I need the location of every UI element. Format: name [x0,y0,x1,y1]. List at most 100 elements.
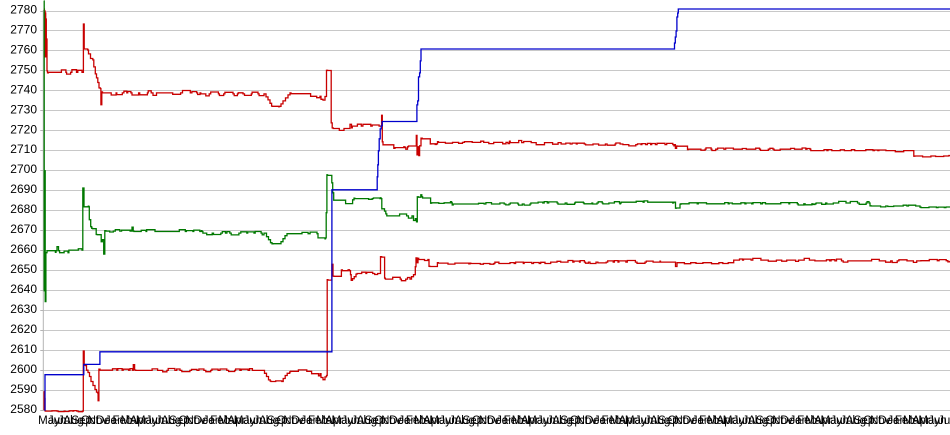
svg-text:Nov: Nov [88,415,109,427]
svg-text:Jan: Jan [594,415,613,427]
svg-text:May: May [38,415,60,427]
svg-text:Jun: Jun [928,415,947,427]
svg-text:Oct: Oct [570,415,589,427]
svg-text:Jul: Jul [156,415,171,427]
svg-text:Feb: Feb [797,415,817,427]
svg-text:Jun: Jun [733,415,752,427]
svg-text:Jan: Jan [692,415,711,427]
svg-text:Apr: Apr [325,415,343,427]
svg-text:Jun: Jun [48,415,67,427]
svg-text:Mar: Mar [218,415,238,427]
svg-text:Sep: Sep [756,415,776,427]
svg-text:2660: 2660 [10,242,37,256]
svg-text:Feb: Feb [406,415,426,427]
svg-text:Dec: Dec [389,415,410,427]
svg-text:Aug: Aug [552,415,572,427]
svg-text:May: May [723,415,745,427]
svg-text:Sep: Sep [854,415,874,427]
svg-text:Nov: Nov [479,415,500,427]
svg-text:Mar: Mar [512,415,532,427]
svg-text:Aug: Aug [161,415,181,427]
svg-text:Jul: Jul [254,415,269,427]
svg-text:Mar: Mar [121,415,141,427]
svg-text:Jan: Jan [496,415,515,427]
svg-text:May: May [625,415,647,427]
svg-text:2780: 2780 [10,2,37,16]
svg-text:Apr: Apr [130,415,148,427]
svg-text:Oct: Oct [863,415,882,427]
svg-text:Feb: Feb [112,415,132,427]
svg-text:Feb: Feb [601,415,621,427]
svg-text:Mar: Mar [414,415,434,427]
svg-text:Jun: Jun [439,415,458,427]
svg-text:Nov: Nov [185,415,206,427]
svg-text:Mar: Mar [610,415,630,427]
svg-text:Nov: Nov [381,415,402,427]
svg-text:Oct: Oct [179,415,198,427]
svg-text:Dec: Dec [585,415,606,427]
svg-text:2610: 2610 [10,342,37,356]
svg-text:2620: 2620 [10,322,37,336]
svg-text:Jul: Jul [645,415,660,427]
svg-text:Sep: Sep [267,415,287,427]
svg-text:Jul: Jul [547,415,562,427]
svg-text:May: May [136,415,158,427]
svg-text:Oct: Oct [765,415,784,427]
svg-text:Feb: Feb [504,415,524,427]
svg-text:Jun: Jun [244,415,263,427]
svg-text:Feb: Feb [699,415,719,427]
svg-text:Nov: Nov [772,415,793,427]
svg-text:Dec: Dec [878,415,899,427]
svg-text:Jul: Jul [840,415,855,427]
svg-text:Aug: Aug [63,415,83,427]
svg-text:Nov: Nov [674,415,695,427]
svg-text:2710: 2710 [10,142,37,156]
svg-text:Apr: Apr [521,415,539,427]
svg-text:Jan: Jan [105,415,124,427]
svg-text:Oct: Oct [81,415,100,427]
svg-text:Mar: Mar [707,415,727,427]
svg-text:Jan: Jan [301,415,320,427]
svg-text:Oct: Oct [276,415,295,427]
svg-text:Mar: Mar [805,415,825,427]
svg-text:Apr: Apr [814,415,832,427]
svg-text:2680: 2680 [10,202,37,216]
svg-text:Oct: Oct [472,415,491,427]
svg-text:Jul: Jul [351,415,366,427]
svg-text:Sep: Sep [560,415,580,427]
svg-text:Jul: Jul [743,415,758,427]
svg-text:Apr: Apr [228,415,246,427]
svg-text:Nov: Nov [870,415,891,427]
svg-text:Aug: Aug [259,415,279,427]
svg-text:Sep: Sep [463,415,483,427]
svg-text:Sep: Sep [365,415,385,427]
svg-text:Jan: Jan [398,415,417,427]
svg-text:Oct: Oct [668,415,687,427]
svg-text:2650: 2650 [10,262,37,276]
svg-text:Jun: Jun [635,415,654,427]
svg-text:2700: 2700 [10,162,37,176]
svg-text:2720: 2720 [10,122,37,136]
svg-text:Nov: Nov [283,415,304,427]
svg-text:Feb: Feb [895,415,915,427]
svg-text:2630: 2630 [10,302,37,316]
svg-text:Jul: Jul [938,415,950,427]
svg-text:May: May [821,415,843,427]
svg-text:May: May [332,415,354,427]
svg-text:2580: 2580 [10,402,37,416]
svg-text:2750: 2750 [10,62,37,76]
svg-text:Dec: Dec [194,415,215,427]
svg-text:Aug: Aug [846,415,866,427]
svg-text:Jun: Jun [146,415,165,427]
svg-text:Aug: Aug [748,415,768,427]
svg-text:Sep: Sep [169,415,189,427]
svg-text:Aug: Aug [650,415,670,427]
svg-text:2740: 2740 [10,82,37,96]
svg-text:Dec: Dec [291,415,312,427]
svg-text:2690: 2690 [10,182,37,196]
svg-text:Apr: Apr [912,415,930,427]
svg-text:Mar: Mar [903,415,923,427]
svg-text:Dec: Dec [683,415,704,427]
svg-text:Mar: Mar [316,415,336,427]
svg-text:Dec: Dec [487,415,508,427]
